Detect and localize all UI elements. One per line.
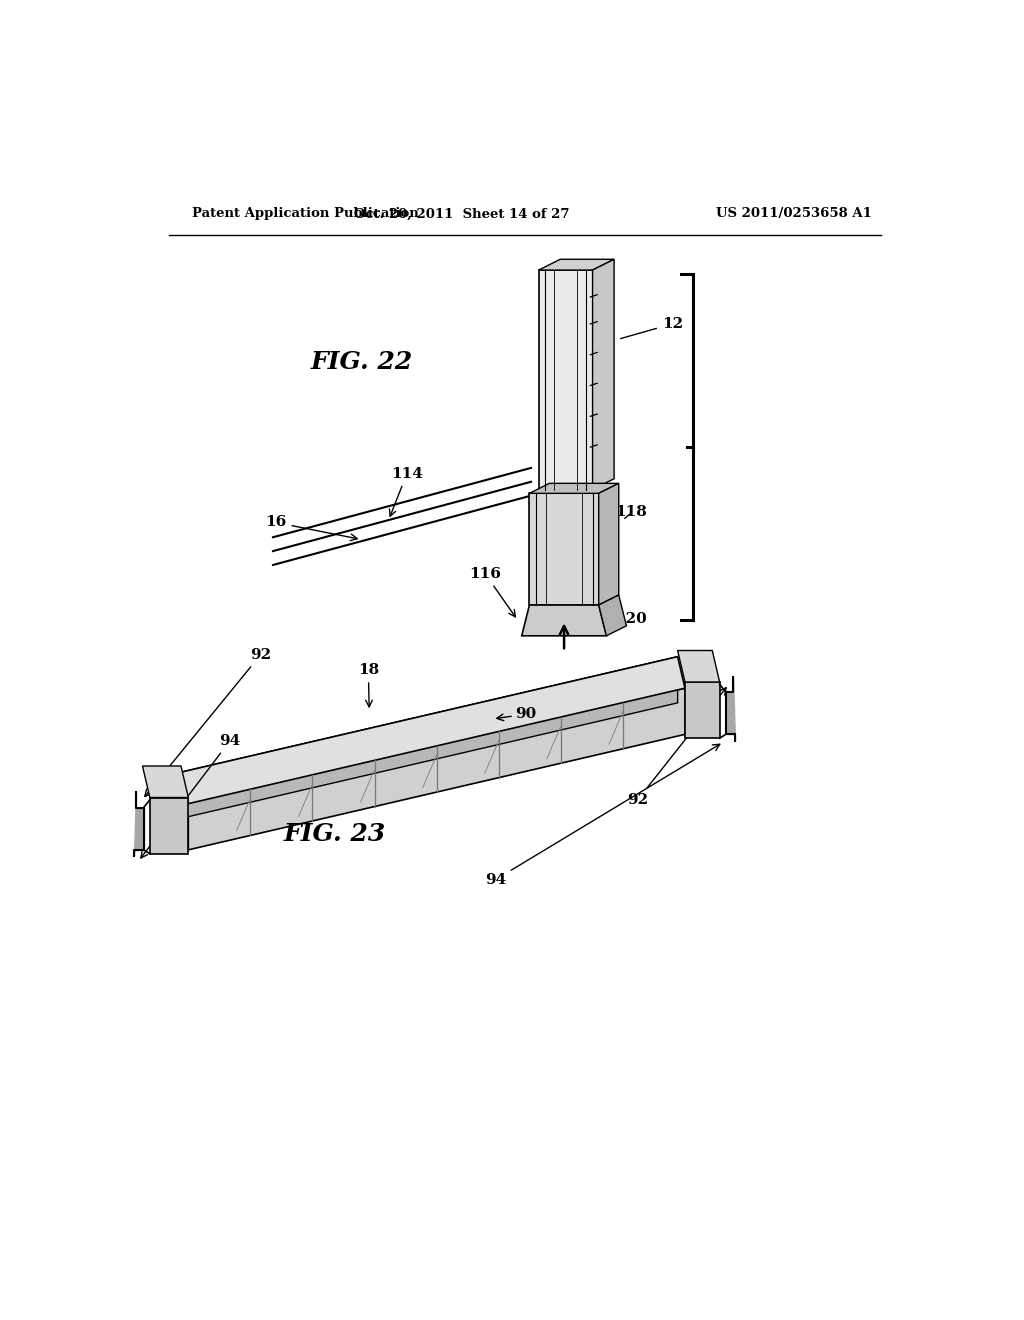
Text: 90: 90 [515,708,537,721]
Text: US 2011/0253658 A1: US 2011/0253658 A1 [716,207,871,220]
Text: 18: 18 [357,664,379,708]
Text: 94: 94 [484,744,720,887]
Text: 116: 116 [469,568,515,616]
Polygon shape [142,766,188,797]
Text: 94: 94 [141,734,241,858]
Polygon shape [181,656,685,804]
Text: 120: 120 [615,612,647,626]
Polygon shape [181,656,678,818]
Polygon shape [134,792,143,857]
Polygon shape [539,271,593,490]
Polygon shape [529,483,618,494]
Text: FIG. 22: FIG. 22 [310,350,413,375]
Text: 118: 118 [615,506,647,520]
Text: 92: 92 [144,648,271,796]
Polygon shape [539,259,614,271]
Text: 92: 92 [628,688,726,807]
Text: Oct. 20, 2011  Sheet 14 of 27: Oct. 20, 2011 Sheet 14 of 27 [354,207,569,220]
Polygon shape [678,651,720,682]
Text: Patent Application Publication: Patent Application Publication [193,207,419,220]
Polygon shape [150,797,188,854]
Text: FIG. 23: FIG. 23 [284,822,386,846]
Polygon shape [529,494,599,605]
Polygon shape [599,595,627,636]
Text: 12: 12 [621,317,683,339]
Polygon shape [521,605,606,636]
Text: 114: 114 [389,467,423,516]
Text: 16: 16 [265,516,357,541]
Polygon shape [188,688,685,850]
Polygon shape [726,677,735,741]
Polygon shape [593,259,614,490]
Polygon shape [599,483,618,605]
Polygon shape [685,682,720,738]
